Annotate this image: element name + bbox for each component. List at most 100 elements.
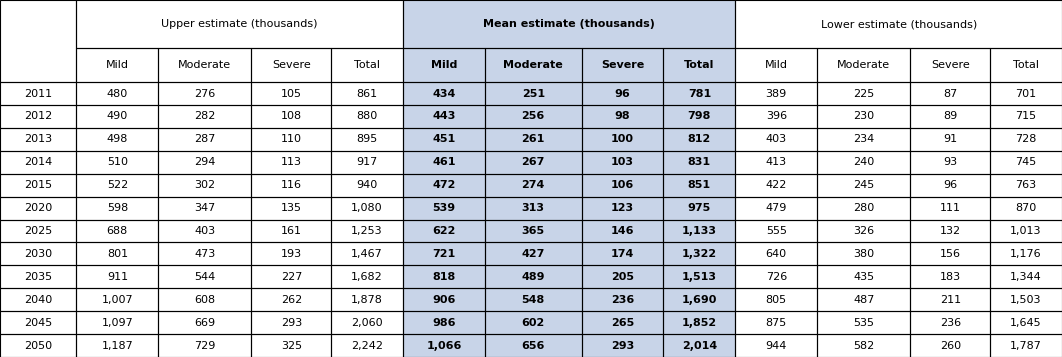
Text: 260: 260 <box>940 341 961 351</box>
Bar <box>0 288 76 311</box>
Text: 293: 293 <box>611 341 634 351</box>
Bar <box>252 48 331 82</box>
Bar <box>990 265 1062 288</box>
Bar <box>402 311 485 334</box>
Text: 1,344: 1,344 <box>1010 272 1042 282</box>
Bar <box>990 128 1062 151</box>
Bar <box>402 265 485 288</box>
Bar <box>818 334 910 357</box>
Bar <box>582 265 664 288</box>
Bar <box>252 105 331 128</box>
Bar <box>158 265 252 288</box>
Text: 106: 106 <box>611 180 634 190</box>
Bar <box>402 0 735 48</box>
Bar <box>990 311 1062 334</box>
Text: 472: 472 <box>432 180 456 190</box>
Bar <box>910 128 990 151</box>
Bar <box>818 48 910 82</box>
Bar <box>818 265 910 288</box>
Bar <box>818 242 910 265</box>
Bar <box>818 265 910 288</box>
Bar <box>252 220 331 242</box>
Bar <box>910 82 990 105</box>
Text: 236: 236 <box>611 295 634 305</box>
Bar <box>735 128 818 151</box>
Bar <box>485 265 582 288</box>
Bar <box>76 288 158 311</box>
Text: 347: 347 <box>194 203 216 213</box>
Bar <box>485 288 582 311</box>
Bar <box>485 220 582 242</box>
Text: 234: 234 <box>853 134 874 144</box>
Bar <box>910 334 990 357</box>
Text: 225: 225 <box>853 89 874 99</box>
Text: Mean estimate (thousands): Mean estimate (thousands) <box>483 19 655 29</box>
Text: 1,187: 1,187 <box>102 341 133 351</box>
Bar <box>76 128 158 151</box>
Bar <box>735 220 818 242</box>
Bar <box>990 311 1062 334</box>
Text: Total: Total <box>354 60 380 70</box>
Bar <box>735 265 818 288</box>
Bar <box>252 128 331 151</box>
Bar <box>158 48 252 82</box>
Bar <box>402 220 485 242</box>
Bar <box>910 220 990 242</box>
Text: 326: 326 <box>853 226 874 236</box>
Bar <box>0 128 76 151</box>
Text: 193: 193 <box>280 249 302 259</box>
Bar <box>158 151 252 174</box>
Text: Upper estimate (thousands): Upper estimate (thousands) <box>161 19 318 29</box>
Bar <box>818 151 910 174</box>
Text: 489: 489 <box>521 272 545 282</box>
Text: 389: 389 <box>766 89 787 99</box>
Bar <box>990 48 1062 82</box>
Bar <box>331 265 402 288</box>
Bar <box>664 265 735 288</box>
Bar <box>735 288 818 311</box>
Bar <box>485 174 582 197</box>
Text: 544: 544 <box>194 272 216 282</box>
Bar <box>990 197 1062 220</box>
Text: 608: 608 <box>194 295 216 305</box>
Bar <box>664 311 735 334</box>
Bar <box>990 82 1062 105</box>
Text: 2035: 2035 <box>24 272 52 282</box>
Text: 2045: 2045 <box>24 318 52 328</box>
Text: 911: 911 <box>107 272 127 282</box>
Text: 669: 669 <box>194 318 216 328</box>
Bar <box>582 174 664 197</box>
Bar <box>0 311 76 334</box>
Bar <box>664 334 735 357</box>
Text: 688: 688 <box>106 226 127 236</box>
Text: Mild: Mild <box>765 60 788 70</box>
Text: 96: 96 <box>943 180 957 190</box>
Text: 103: 103 <box>611 157 634 167</box>
Bar <box>158 220 252 242</box>
Bar <box>402 48 485 82</box>
Bar <box>910 48 990 82</box>
Text: 1,682: 1,682 <box>352 272 383 282</box>
Bar <box>252 174 331 197</box>
Text: 380: 380 <box>853 249 874 259</box>
Text: 451: 451 <box>432 134 456 144</box>
Bar <box>582 128 664 151</box>
Bar <box>664 128 735 151</box>
Text: 510: 510 <box>107 157 127 167</box>
Bar <box>402 334 485 357</box>
Text: 461: 461 <box>432 157 456 167</box>
Text: 302: 302 <box>194 180 216 190</box>
Bar <box>0 311 76 334</box>
Bar <box>0 82 76 105</box>
Text: 870: 870 <box>1015 203 1037 213</box>
Bar <box>252 242 331 265</box>
Bar <box>485 197 582 220</box>
Bar <box>818 220 910 242</box>
Bar <box>818 82 910 105</box>
Bar <box>331 105 402 128</box>
Bar <box>818 311 910 334</box>
Bar <box>990 220 1062 242</box>
Bar <box>158 174 252 197</box>
Bar <box>0 151 76 174</box>
Bar <box>402 128 485 151</box>
